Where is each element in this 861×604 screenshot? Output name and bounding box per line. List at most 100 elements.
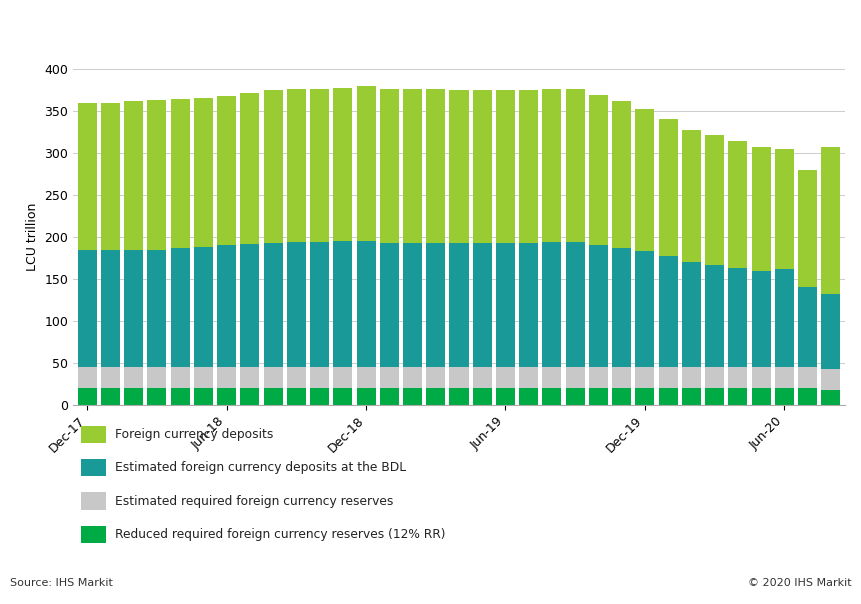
Bar	[751, 271, 770, 367]
Bar	[310, 367, 329, 388]
Bar	[81, 459, 106, 477]
Bar	[542, 367, 561, 388]
Bar	[472, 367, 492, 388]
Bar	[81, 426, 106, 443]
Bar	[821, 294, 839, 370]
Bar	[356, 241, 375, 367]
Bar	[170, 367, 189, 388]
Bar	[217, 388, 236, 405]
Bar	[681, 388, 700, 405]
Text: Source: IHS Markit: Source: IHS Markit	[10, 578, 113, 588]
Bar	[77, 367, 96, 388]
Bar	[101, 103, 120, 249]
Bar	[263, 367, 282, 388]
Bar	[287, 89, 306, 242]
Bar	[588, 388, 607, 405]
Text: Estimated required foreign currency reserves: Estimated required foreign currency rese…	[115, 495, 393, 507]
Bar	[194, 367, 213, 388]
Bar	[425, 388, 445, 405]
Bar	[704, 265, 723, 367]
Bar	[333, 367, 352, 388]
Y-axis label: LCU trillion: LCU trillion	[26, 203, 39, 271]
Bar	[403, 89, 422, 243]
Bar	[797, 288, 816, 367]
Bar	[263, 89, 282, 243]
Bar	[263, 388, 282, 405]
Bar	[635, 388, 653, 405]
Bar	[797, 367, 816, 388]
Bar	[124, 249, 143, 367]
Bar	[310, 388, 329, 405]
Bar	[518, 388, 537, 405]
Bar	[170, 99, 189, 248]
Bar	[356, 388, 375, 405]
Bar	[588, 367, 607, 388]
Bar	[704, 367, 723, 388]
Bar	[81, 525, 106, 543]
Bar	[495, 89, 514, 243]
Bar	[518, 243, 537, 367]
Bar	[124, 101, 143, 249]
Text: Foreign currency deposits: Foreign currency deposits	[115, 428, 273, 441]
Bar	[611, 101, 630, 248]
Bar	[77, 249, 96, 367]
Bar	[821, 390, 839, 405]
Bar	[658, 255, 677, 367]
Bar	[681, 367, 700, 388]
Bar	[449, 367, 468, 388]
Bar	[356, 86, 375, 241]
Bar	[425, 243, 445, 367]
Bar	[821, 147, 839, 294]
Bar	[403, 243, 422, 367]
Bar	[240, 388, 259, 405]
Bar	[728, 388, 746, 405]
Bar	[333, 88, 352, 241]
Bar	[356, 367, 375, 388]
Bar	[495, 367, 514, 388]
Bar	[681, 130, 700, 262]
Bar	[124, 388, 143, 405]
Bar	[263, 243, 282, 367]
Bar	[658, 388, 677, 405]
Bar	[704, 135, 723, 265]
Bar	[147, 100, 166, 249]
Bar	[565, 388, 584, 405]
Bar	[751, 147, 770, 271]
Bar	[170, 388, 189, 405]
Bar	[495, 243, 514, 367]
Bar	[194, 247, 213, 367]
Bar	[611, 367, 630, 388]
Bar	[217, 245, 236, 367]
Bar	[449, 89, 468, 243]
Bar	[333, 241, 352, 367]
Bar	[728, 367, 746, 388]
Bar	[380, 89, 399, 243]
Bar	[797, 388, 816, 405]
Bar	[124, 367, 143, 388]
Bar	[101, 367, 120, 388]
Bar	[403, 367, 422, 388]
Bar	[658, 367, 677, 388]
Bar	[518, 89, 537, 243]
Bar	[611, 388, 630, 405]
Bar	[77, 103, 96, 249]
Bar	[751, 388, 770, 405]
Text: © 2020 IHS Markit: © 2020 IHS Markit	[747, 578, 851, 588]
Bar	[542, 242, 561, 367]
Bar	[774, 388, 793, 405]
Bar	[81, 492, 106, 510]
Bar	[495, 388, 514, 405]
Text: Estimated foreign currency deposits at the BDL: Estimated foreign currency deposits at t…	[115, 461, 406, 474]
Bar	[287, 388, 306, 405]
Bar	[588, 245, 607, 367]
Bar	[147, 388, 166, 405]
Text: Banks' foreign exchange exposures to the BDL: Banks' foreign exchange exposures to the…	[11, 24, 505, 42]
Bar	[821, 370, 839, 390]
Bar	[380, 388, 399, 405]
Bar	[704, 388, 723, 405]
Bar	[681, 262, 700, 367]
Bar	[240, 93, 259, 244]
Bar	[170, 248, 189, 367]
Bar	[635, 367, 653, 388]
Bar	[147, 249, 166, 367]
